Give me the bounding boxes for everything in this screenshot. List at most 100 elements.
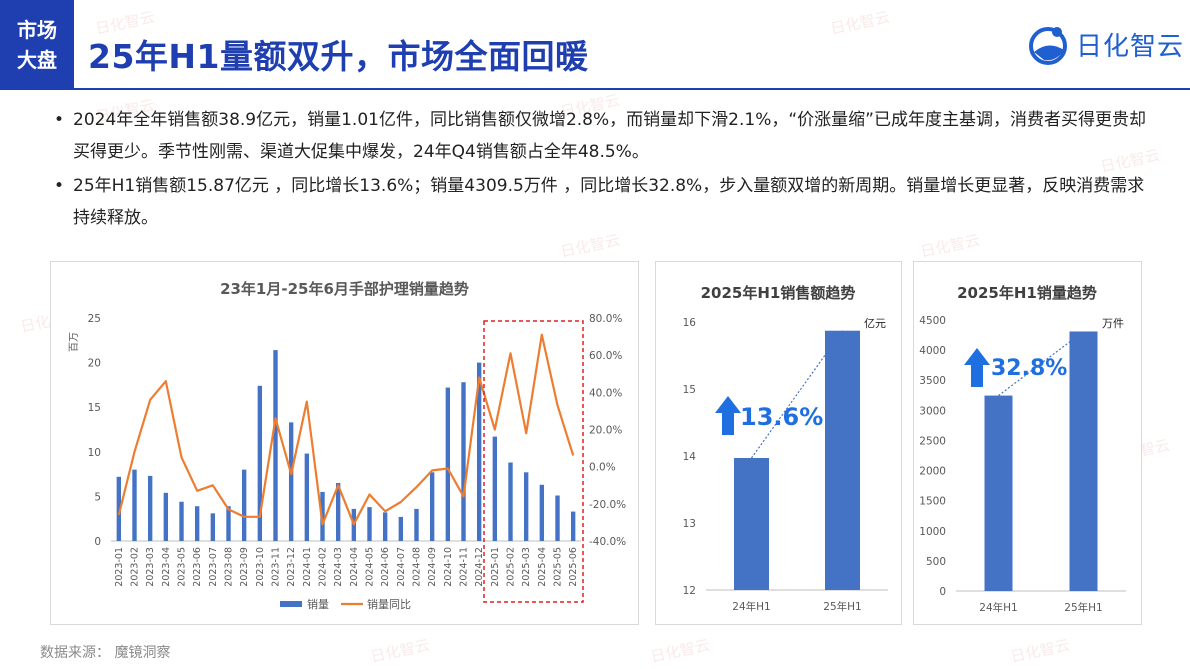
y-tick-label: 10 — [88, 447, 101, 459]
chart-title: 23年1月-25年6月手部护理销量趋势 — [220, 280, 469, 298]
x-tick-label: 2023-07 — [208, 547, 219, 587]
y-tick-label: 15 — [88, 402, 101, 414]
y-axis-label: 百万 — [68, 332, 80, 352]
growth-label: 13.6% — [740, 403, 823, 431]
x-tick-label: 2025-06 — [568, 547, 579, 587]
growth-arrow-icon — [964, 348, 990, 387]
bar-sales-volume — [414, 508, 419, 541]
x-tick-label: 2023-09 — [239, 547, 250, 587]
bar-sales-volume — [116, 476, 122, 541]
y-tick-label: 14 — [683, 451, 697, 463]
bar-sales-volume — [147, 475, 153, 541]
bar-sales-volume — [429, 472, 435, 541]
x-tick-label: 24年H1 — [979, 601, 1017, 614]
x-tick-label: 2025-04 — [537, 547, 548, 587]
summary-bullet-1: • 2024年全年销售额38.9亿元，销量1.01亿件，同比销售额仅微增2.8%… — [50, 104, 1150, 168]
x-tick-label: 2023-06 — [192, 547, 203, 587]
y-tick-label: 2000 — [919, 466, 946, 478]
y-tick-label: 25 — [88, 313, 101, 325]
x-tick-label: 2025-02 — [506, 547, 517, 587]
x-tick-label: 2024-07 — [396, 547, 407, 587]
x-tick-label: 2024-12 — [474, 547, 485, 587]
x-tick-label: 2024-04 — [349, 547, 360, 587]
summary-bullets: • 2024年全年销售额38.9亿元，销量1.01亿件，同比销售额仅微增2.8%… — [50, 104, 1150, 236]
line-sales-volume-yoy — [117, 333, 575, 526]
bar-sales-volume — [570, 511, 576, 541]
bar-sales-volume — [179, 501, 184, 541]
bar-sales-volume — [132, 469, 137, 541]
y-tick-label: 16 — [683, 317, 697, 329]
bar-h1-value — [734, 458, 769, 590]
y2-tick-label: -20.0% — [589, 499, 626, 511]
y-tick-label: 4500 — [919, 315, 946, 327]
bar-sales-volume — [476, 362, 482, 541]
y-tick-label: 5 — [94, 491, 101, 503]
x-tick-label: 2023-05 — [177, 547, 188, 587]
y2-tick-label: 80.0% — [589, 313, 622, 325]
legend-swatch-bar — [280, 601, 302, 607]
monthly-sales-volume-chart-panel: 23年1月-25年6月手部护理销量趋势百万 0 5 10 15 20 25 -40.0% -20… — [50, 261, 639, 625]
bar-sales-volume — [382, 512, 388, 541]
x-tick-label: 2023-04 — [161, 547, 172, 587]
bar-h1-value — [1069, 331, 1098, 591]
bar-h1-value — [984, 395, 1013, 591]
y-tick-label: 500 — [926, 556, 946, 568]
y-tick-label: 13 — [683, 518, 696, 530]
bar-sales-volume — [210, 513, 216, 541]
y-tick-label: 20 — [88, 358, 101, 370]
bar-sales-volume — [523, 472, 529, 541]
y-tick-label: 4000 — [919, 345, 946, 357]
bar-sales-volume — [304, 453, 310, 541]
legend-label-line: 销量同比 — [367, 597, 411, 611]
x-tick-label: 2024-01 — [302, 547, 313, 587]
x-tick-label: 2023-08 — [224, 547, 235, 587]
y-tick-label: 3500 — [919, 375, 946, 387]
title-underline — [74, 88, 1190, 90]
x-tick-label: 2024-06 — [380, 547, 391, 587]
bar-sales-volume — [555, 495, 560, 541]
bar-sales-volume — [241, 469, 247, 541]
chart-title: 2025年H1销售额趋势 — [701, 284, 856, 302]
h1-sales-amount-chart: 2025年H1销售额趋势 12 13 14 15 16 24年H1 25年H1 亿元 13.6% — [683, 284, 888, 613]
bar-sales-volume — [445, 387, 451, 541]
bar-sales-volume — [194, 506, 200, 541]
y-tick-label: 0 — [939, 586, 946, 598]
h1-sales-amount-chart-panel: 2025年H1销售额趋势 12 13 14 15 16 24年H1 25年H1 亿元 13.6% — [655, 261, 902, 625]
y2-tick-label: -40.0% — [589, 536, 626, 548]
h1-sales-volume-chart-panel: 2025年H1销量趋势 0 500 1000 1500 2000 2500 3000 3500 4… — [913, 261, 1142, 625]
section-tag-line2: 大盘 — [17, 48, 57, 72]
bar-sales-volume — [257, 385, 263, 541]
unit-label: 亿元 — [864, 317, 886, 330]
bar-sales-volume — [398, 516, 404, 541]
y-tick-label: 1500 — [919, 496, 946, 508]
x-tick-label: 2025-03 — [521, 547, 532, 587]
y-tick-label: 1000 — [919, 526, 946, 538]
x-tick-label: 2025-01 — [490, 547, 501, 587]
x-tick-label: 2023-11 — [271, 547, 282, 587]
bar-sales-volume — [288, 422, 294, 541]
bar-sales-volume — [335, 483, 341, 541]
x-tick-label: 2025-05 — [553, 547, 564, 587]
y2-tick-label: 20.0% — [589, 425, 622, 437]
x-tick-label: 2023-02 — [130, 547, 141, 587]
x-tick-label: 2024-03 — [333, 547, 344, 587]
y2-tick-label: 60.0% — [589, 350, 622, 362]
data-source-note: 数据来源： 魔镜洞察 — [40, 645, 171, 661]
chart-title: 2025年H1销量趋势 — [957, 284, 1097, 302]
growth-label: 32.8% — [991, 356, 1067, 381]
x-tick-label: 25年H1 — [1064, 601, 1102, 614]
y-tick-label: 2500 — [919, 435, 946, 447]
summary-bullet-2: • 25年H1销售额15.87亿元 ，同比增长13.6%；销量4309.5万件 … — [50, 170, 1150, 234]
bar-sales-volume — [539, 484, 545, 541]
x-tick-label: 2024-11 — [459, 547, 470, 587]
y-tick-label: 0 — [94, 536, 101, 548]
bar-sales-volume — [367, 507, 372, 541]
x-tick-label: 2024-09 — [427, 547, 438, 587]
h1-sales-volume-chart: 2025年H1销量趋势 0 500 1000 1500 2000 2500 3000 3500 4… — [919, 284, 1126, 614]
bar-sales-volume — [508, 462, 513, 541]
section-tag: 市场 大盘 — [0, 0, 74, 90]
bar-sales-volume — [226, 506, 231, 541]
watermark-text: 日化智云 — [828, 7, 892, 39]
x-tick-label: 25年H1 — [823, 600, 861, 613]
